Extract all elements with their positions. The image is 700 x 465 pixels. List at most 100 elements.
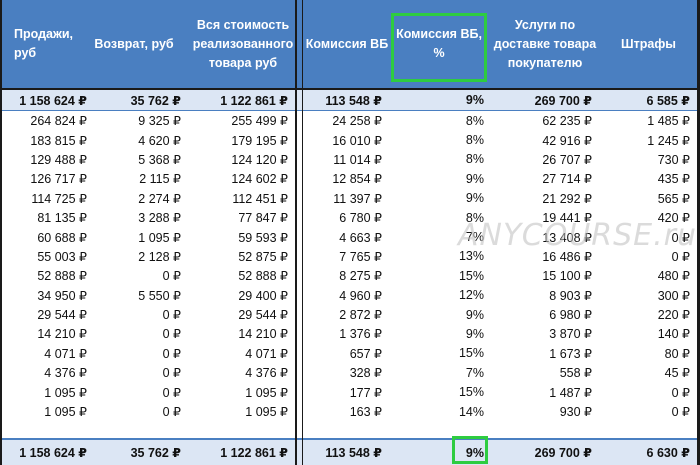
cell-fines: 140 ₽ — [657, 327, 690, 342]
cell-delivery-services: 269 700 ₽ — [534, 93, 592, 108]
header-delivery-services: Услуги по доставке товара покупателю — [493, 17, 597, 70]
cell-sales: 1 158 624 ₽ — [19, 93, 87, 108]
cell-sales: 81 135 ₽ — [37, 211, 87, 226]
table-row: 55 003 ₽ 2 128 ₽ 52 875 ₽ 7 765 ₽ 13% 16 486 … — [0, 247, 700, 266]
header-sales: Продажи, руб — [14, 27, 73, 60]
cell-delivery-services: 19 441 ₽ — [542, 211, 592, 226]
cell-realized-value: 29 544 ₽ — [238, 308, 288, 323]
cell-wb-commission: 16 010 ₽ — [332, 133, 382, 148]
table-row: 29 544 ₽ 0 ₽ 29 544 ₽ 2 872 ₽ 9% 6 980 ₽ 220 ₽ — [0, 305, 700, 324]
cell-returns: 4 620 ₽ — [138, 133, 181, 148]
cell-realized-value: 179 195 ₽ — [231, 133, 288, 148]
table-row: 126 717 ₽ 2 115 ₽ 124 602 ₽ 12 854 ₽ 9% 27 71… — [0, 169, 700, 188]
cell-wb-commission: 8 275 ₽ — [339, 269, 382, 284]
cell-fines: 480 ₽ — [657, 269, 690, 284]
cell-realized-value: 255 499 ₽ — [231, 114, 288, 129]
table-row: 14 210 ₽ 0 ₽ 14 210 ₽ 1 376 ₽ 9% 3 870 ₽ 140 ₽ — [0, 324, 700, 343]
cell-wb-commission-percent: 13% — [458, 249, 484, 264]
cell-wb-commission-percent: 8% — [465, 113, 484, 128]
table-total-row: 1 158 624 ₽ 35 762 ₽ 1 122 861 ₽ 113 548 ₽ 9… — [0, 438, 700, 465]
cell-sales: 114 725 ₽ — [31, 191, 87, 206]
cell-wb-commission: 11 014 ₽ — [333, 152, 382, 167]
cell-returns: 3 288 ₽ — [138, 211, 181, 226]
cell-wb-commission: 1 376 ₽ — [339, 327, 382, 342]
cell-realized-value: 1 095 ₽ — [245, 385, 288, 400]
header-separator — [0, 88, 700, 90]
cell-delivery-services: 62 235 ₽ — [542, 114, 592, 129]
cell-sales: 126 717 ₽ — [30, 172, 87, 187]
cell-wb-commission: 163 ₽ — [349, 405, 382, 420]
cell-realized-value: 112 451 ₽ — [232, 191, 288, 206]
cell-delivery-services: 15 100 ₽ — [542, 269, 592, 284]
cell-delivery-services: 16 486 ₽ — [542, 249, 592, 264]
cell-fines: 0 ₽ — [671, 249, 690, 264]
cell-wb-commission: 4 663 ₽ — [339, 230, 382, 245]
right-border — [697, 0, 700, 465]
cell-wb-commission-percent: 7% — [465, 230, 484, 245]
cell-delivery-services: 1 487 ₽ — [549, 385, 592, 400]
cell-delivery-services: 8 903 ₽ — [549, 288, 592, 303]
cell-wb-commission: 177 ₽ — [349, 385, 382, 400]
cell-wb-commission: 12 854 ₽ — [332, 172, 382, 187]
cell-wb-commission-percent: 9% — [465, 93, 484, 107]
cell-wb-commission-percent: 7% — [465, 365, 484, 380]
cell-fines: 220 ₽ — [657, 308, 690, 323]
cell-fines: 300 ₽ — [657, 288, 690, 303]
cell-delivery-services: 3 870 ₽ — [549, 327, 592, 342]
table-row: 129 488 ₽ 5 368 ₽ 124 120 ₽ 11 014 ₽ 8% 26 70… — [0, 150, 700, 169]
cell-sales-total: 1 158 624 ₽ — [19, 446, 87, 460]
cell-realized-value: 29 400 ₽ — [238, 288, 288, 303]
cell-wb-commission-percent: 9% — [465, 326, 484, 341]
cell-fines: 0 ₽ — [671, 385, 690, 400]
cell-sales: 29 544 ₽ — [37, 308, 87, 323]
cell-realized-value: 59 593 ₽ — [238, 230, 288, 245]
table-body: 1 158 624 ₽ 35 762 ₽ 1 122 861 ₽ 113 548 ₽ 9… — [0, 90, 700, 421]
cell-realized-value: 124 120 ₽ — [231, 152, 288, 167]
commission-total-highlight — [452, 436, 488, 464]
cell-wb-commission-percent-total: 9% — [465, 445, 484, 460]
cell-returns: 9 325 ₽ — [138, 114, 181, 129]
cell-returns: 0 ₽ — [162, 405, 181, 420]
left-border — [0, 0, 2, 465]
cell-sales: 264 824 ₽ — [30, 114, 87, 129]
table-row: 4 071 ₽ 0 ₽ 4 071 ₽ 657 ₽ 15% 1 673 ₽ 80 ₽ — [0, 344, 700, 363]
cell-returns-total: 35 762 ₽ — [130, 446, 181, 460]
cell-delivery-services: 21 292 ₽ — [542, 191, 592, 206]
cell-sales: 55 003 ₽ — [37, 249, 87, 264]
table-row: 34 950 ₽ 5 550 ₽ 29 400 ₽ 4 960 ₽ 12% 8 903 ₽… — [0, 286, 700, 305]
cell-realized-value: 52 888 ₽ — [238, 269, 288, 284]
cell-sales: 129 488 ₽ — [30, 152, 87, 167]
cell-wb-commission: 657 ₽ — [349, 346, 382, 361]
cell-sales: 1 095 ₽ — [44, 405, 87, 420]
cell-realized-value: 1 122 861 ₽ — [220, 93, 288, 108]
cell-fines: 80 ₽ — [664, 346, 690, 361]
cell-wb-commission-percent: 9% — [465, 191, 484, 206]
table-row: 81 135 ₽ 3 288 ₽ 77 847 ₽ 6 780 ₽ 8% 19 441 ₽… — [0, 208, 700, 227]
cell-fines: 1 245 ₽ — [647, 133, 690, 148]
cell-sales: 14 210 ₽ — [37, 327, 87, 342]
cell-realized-value: 124 602 ₽ — [231, 172, 288, 187]
cell-fines: 1 485 ₽ — [647, 114, 690, 129]
cell-wb-commission-percent: 9% — [465, 307, 484, 322]
table-row: 4 376 ₽ 0 ₽ 4 376 ₽ 328 ₽ 7% 558 ₽ 45 ₽ — [0, 363, 700, 382]
cell-delivery-services: 6 980 ₽ — [549, 308, 592, 323]
cell-sales: 4 071 ₽ — [44, 346, 87, 361]
cell-returns: 0 ₽ — [162, 327, 181, 342]
cell-wb-commission: 4 960 ₽ — [339, 288, 382, 303]
header-fines: Штрафы — [621, 36, 676, 51]
cell-delivery-services: 26 707 ₽ — [542, 152, 592, 167]
cell-fines: 420 ₽ — [657, 211, 690, 226]
cell-fines: 45 ₽ — [664, 366, 690, 381]
cell-returns: 0 ₽ — [162, 346, 181, 361]
cell-wb-commission: 2 872 ₽ — [339, 308, 382, 323]
cell-wb-commission: 113 548 ₽ — [325, 93, 382, 108]
cell-sales: 34 950 ₽ — [37, 288, 87, 303]
table-total-row-top: 1 158 624 ₽ 35 762 ₽ 1 122 861 ₽ 113 548 ₽ 9… — [0, 90, 700, 111]
cell-sales: 4 376 ₽ — [44, 366, 87, 381]
cell-sales: 52 888 ₽ — [37, 269, 87, 284]
header-wb-commission-percent: Комиссия ВБ, % — [396, 27, 482, 60]
cell-fines-total: 6 630 ₽ — [646, 446, 690, 460]
cell-delivery-services: 42 916 ₽ — [542, 133, 592, 148]
cell-realized-value-total: 1 122 861 ₽ — [220, 446, 288, 460]
